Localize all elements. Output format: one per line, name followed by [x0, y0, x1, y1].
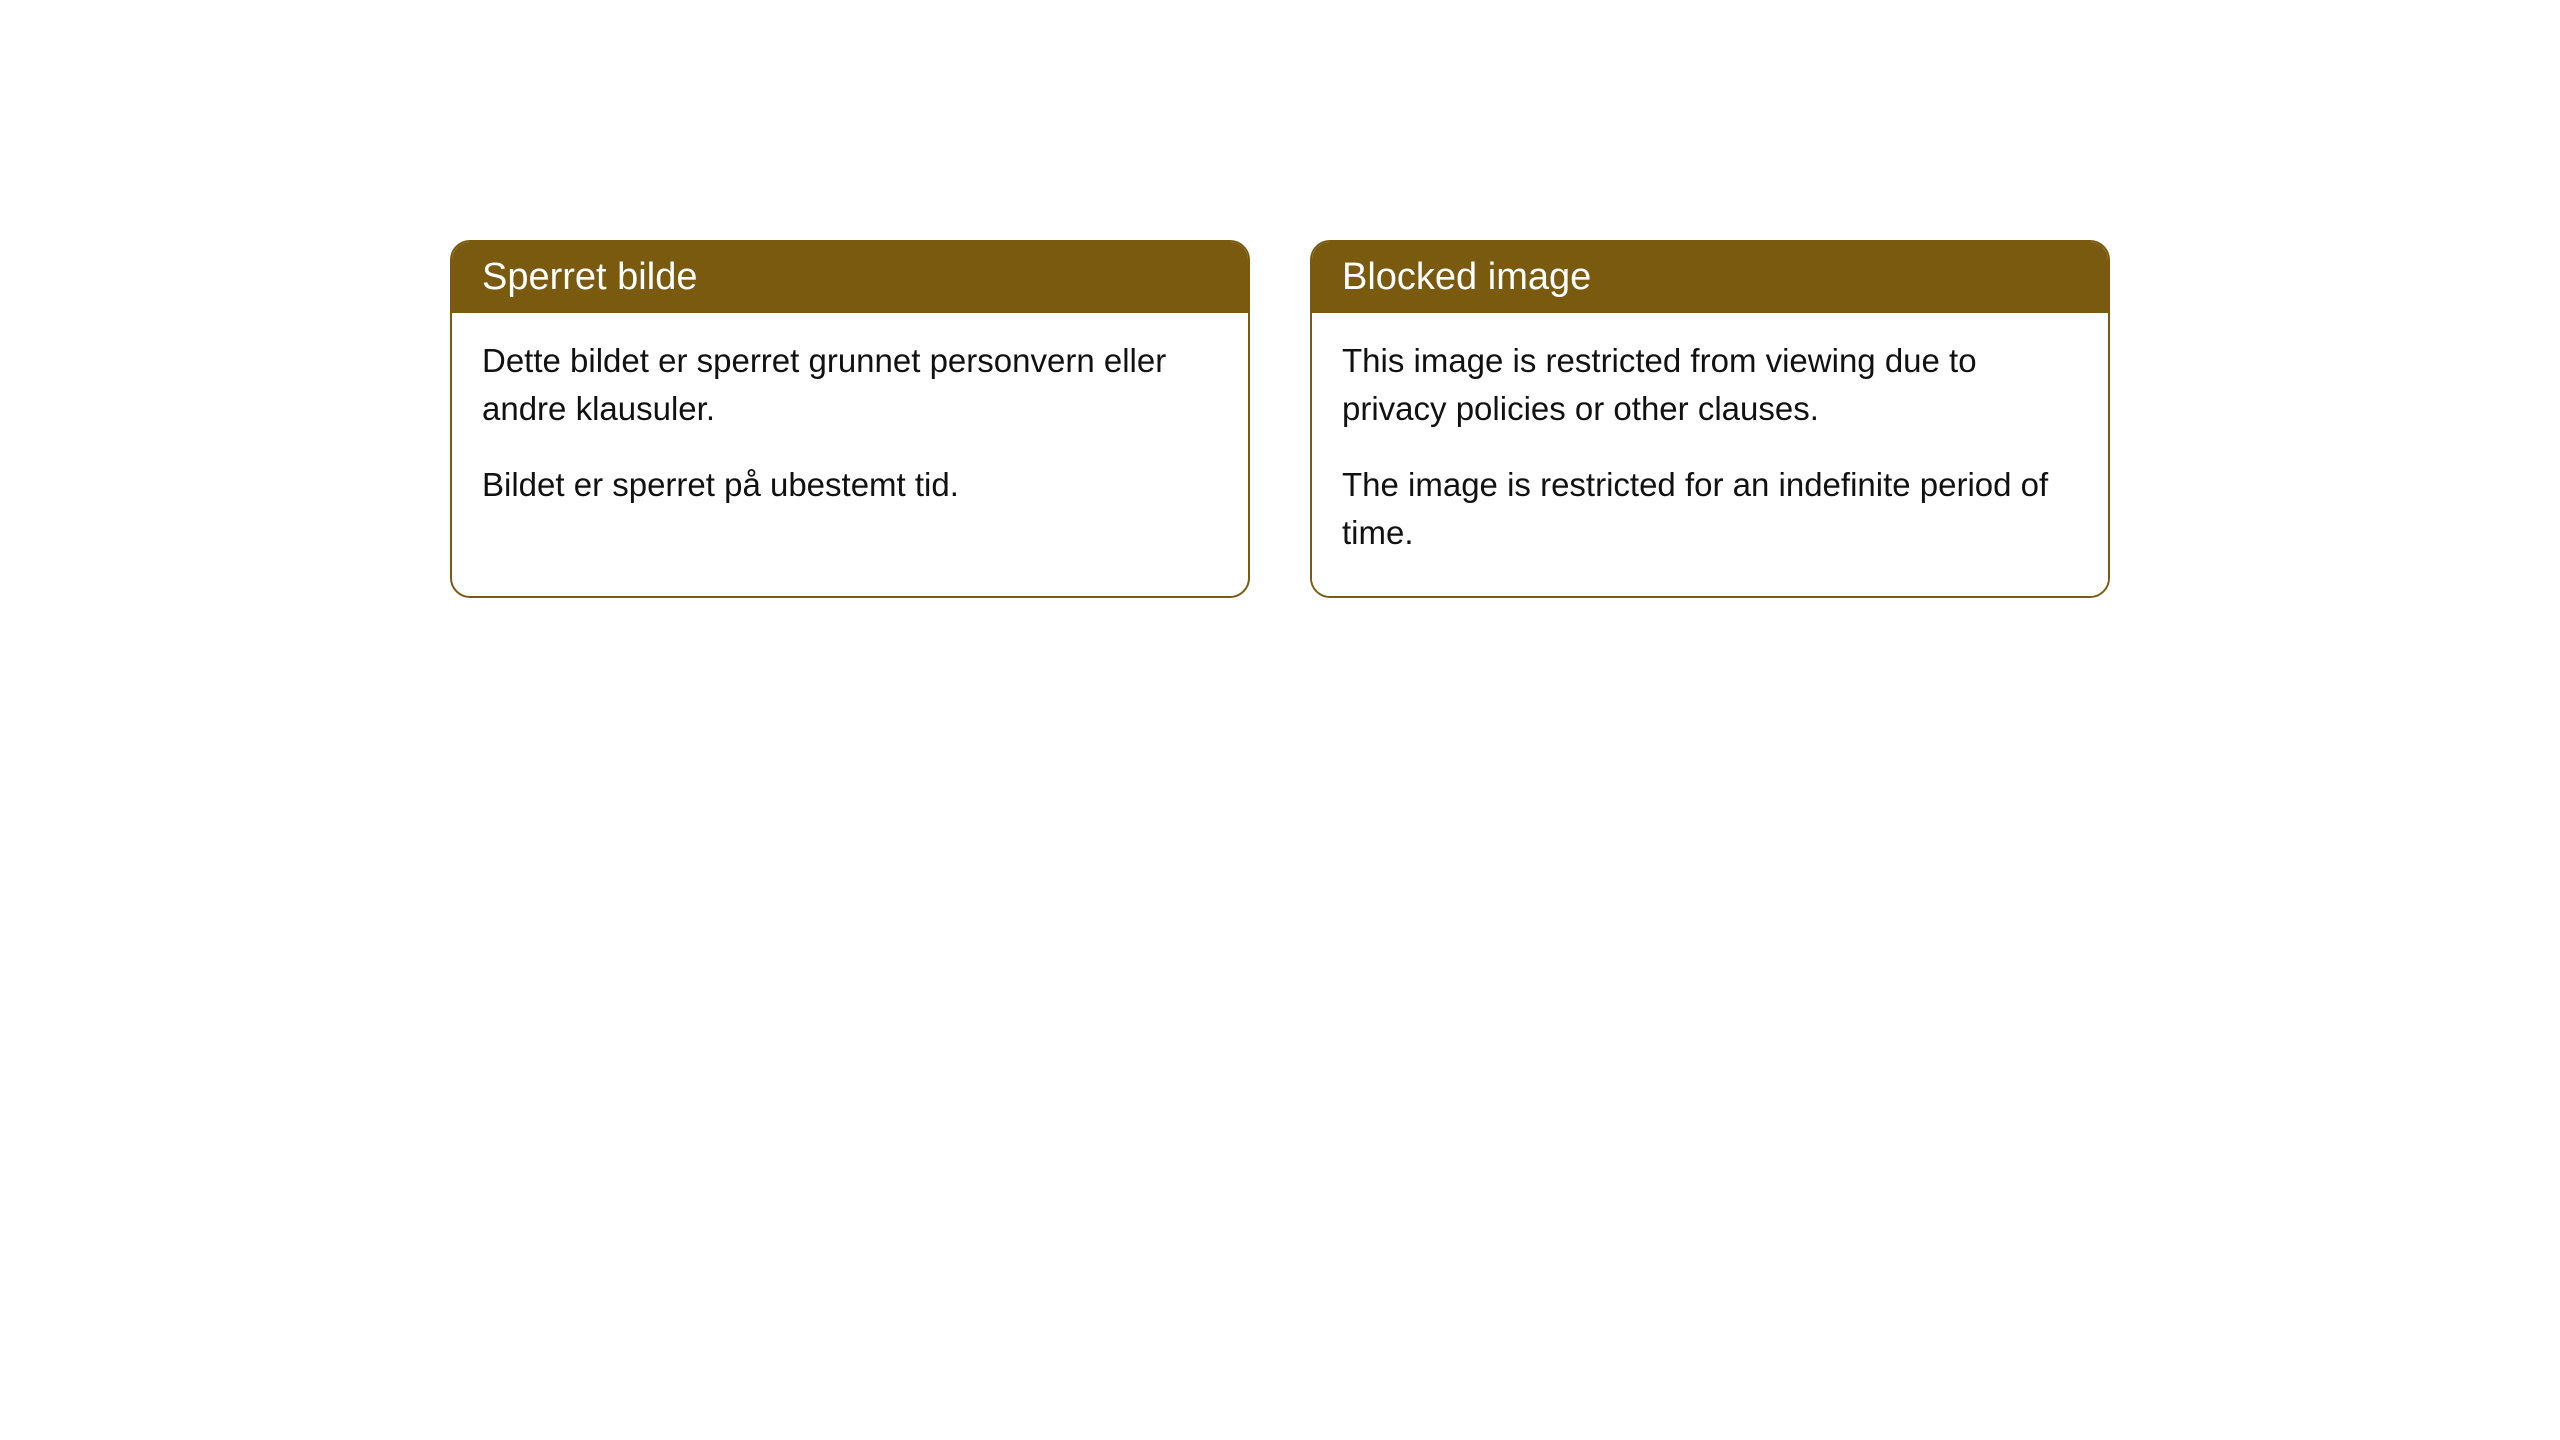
notice-cards-container: Sperret bilde Dette bildet er sperret gr…: [450, 240, 2110, 598]
card-text-line1: This image is restricted from viewing du…: [1342, 337, 2078, 433]
card-text-line2: Bildet er sperret på ubestemt tid.: [482, 461, 1218, 509]
card-sperret-bilde: Sperret bilde Dette bildet er sperret gr…: [450, 240, 1250, 598]
card-text-line2: The image is restricted for an indefinit…: [1342, 461, 2078, 557]
card-body-english: This image is restricted from viewing du…: [1312, 313, 2108, 596]
card-body-norwegian: Dette bildet er sperret grunnet personve…: [452, 313, 1248, 549]
card-text-line1: Dette bildet er sperret grunnet personve…: [482, 337, 1218, 433]
card-header-english: Blocked image: [1312, 242, 2108, 313]
card-blocked-image: Blocked image This image is restricted f…: [1310, 240, 2110, 598]
card-header-norwegian: Sperret bilde: [452, 242, 1248, 313]
